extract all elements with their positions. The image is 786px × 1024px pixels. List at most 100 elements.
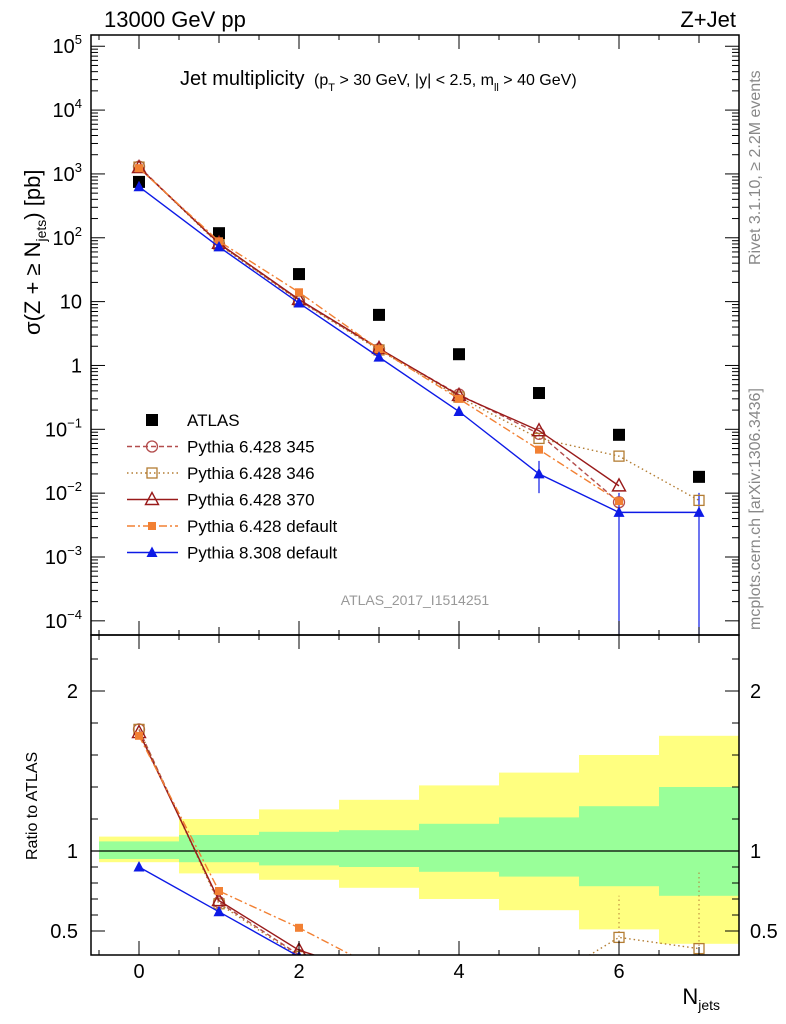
ratio-point-4-6 [615, 991, 623, 999]
point-3-6 [611, 477, 627, 492]
main-series [131, 159, 705, 635]
band-stat-6 [579, 806, 659, 887]
y-tick-exp-3: 2 [75, 224, 82, 239]
y-tick-exp-1: 4 [75, 96, 82, 111]
y-tick-label-0: 105 [53, 32, 82, 58]
legend-label-3: Pythia 6.428 370 [187, 491, 315, 510]
mcplots-label: mcplots.cern.ch [arXiv:1306.3436] [747, 388, 764, 630]
y-tick-label-5: 1 [71, 355, 82, 377]
y-tick-label-1: 104 [53, 96, 82, 122]
title-sub-T: T [328, 82, 335, 94]
ratio-point-1-5 [534, 977, 545, 988]
y-tick-label-4: 10 [60, 292, 82, 314]
point-5-0 [133, 180, 145, 192]
legend-label-5: Pythia 8.308 default [187, 544, 338, 563]
point-0-5 [533, 387, 545, 400]
legend-label-0: ATLAS [187, 411, 240, 430]
x-tick-label-1: 2 [293, 961, 304, 983]
r-tick-label-right-2: 0.5 [750, 921, 778, 943]
ratio-point-2-5 [534, 980, 544, 990]
ratio-point-5-0 [133, 861, 145, 872]
point-4-3 [375, 345, 383, 354]
r-tick-label-0: 2 [67, 681, 78, 703]
y-tick-exp-7: −2 [67, 479, 82, 494]
point-0-7 [693, 470, 705, 483]
band-stat-2 [259, 831, 339, 866]
ratio-point-1-3 [374, 972, 385, 983]
point-4-2 [295, 288, 303, 297]
point-0-2 [293, 268, 305, 281]
ratio-point-2-3 [374, 974, 384, 984]
y-tick-label-6: 10−1 [45, 415, 82, 441]
ratio-line-2 [138, 729, 700, 955]
point-3-5 [531, 422, 547, 437]
y-tick-label-2: 103 [53, 160, 82, 186]
y-tick-label-7: 10−2 [45, 479, 82, 505]
r-tick-label-right-1: 1 [750, 841, 761, 863]
ratio-point-1-6 [614, 993, 625, 1004]
legend-marker-2 [146, 467, 158, 479]
rivet-label: Rivet 3.1.10, ≥ 2.2M events [747, 70, 764, 265]
point-0-4 [453, 348, 465, 361]
point-5-1 [213, 240, 225, 252]
ratio-frame [90, 634, 740, 956]
legend-marker-4 [148, 522, 156, 530]
ratio-point-4-0 [135, 731, 143, 740]
series-line-5 [138, 186, 699, 514]
point-4-6 [615, 497, 623, 506]
point-0-6 [613, 428, 625, 441]
y-tick-label-3: 102 [53, 224, 82, 250]
ratio-point-4-5 [535, 980, 543, 988]
y-tick-base-7: 10 [45, 483, 67, 505]
point-2-7 [693, 494, 705, 507]
point-0-1 [213, 227, 225, 240]
legend: ATLAS Pythia 6.428 345 Pythia 6.428 346 Pyt… [127, 411, 338, 563]
y-tick-label-9: 10−4 [45, 607, 82, 633]
band-stat-3 [339, 830, 419, 867]
y-tick-exp-2: 3 [75, 160, 82, 175]
point-2-6 [613, 450, 625, 462]
title-cuts-close: > 40 GeV) [499, 72, 577, 89]
point-4-4 [455, 394, 463, 403]
title-cuts-mid: > 30 GeV, |y| < 2.5, m [335, 72, 494, 89]
point-0-3 [373, 308, 385, 321]
ratio-point-4-3 [375, 965, 383, 973]
point-5-7 [693, 506, 705, 517]
legend-marker-3 [144, 491, 160, 506]
title-sub-ll: ll [494, 82, 499, 94]
y-tick-base-3: 10 [53, 228, 75, 250]
x-tick-label-0: 0 [133, 961, 144, 983]
ratio-line-3 [138, 732, 317, 955]
ratio-point-3-2 [291, 941, 307, 955]
y-tick-exp-0: 5 [75, 32, 82, 47]
point-5-5 [533, 467, 545, 479]
y-tick-label-8: 10−3 [45, 543, 82, 569]
ratio-point-5-1 [213, 905, 225, 917]
legend-marker-0 [146, 414, 158, 426]
band-stat-5 [499, 817, 579, 877]
ratio-point-4-2 [295, 923, 303, 932]
point-2-5 [533, 432, 545, 445]
y-tick-exp-8: −3 [67, 543, 82, 558]
y-tick-exp-9: −4 [67, 607, 82, 622]
y-tick-base-9: 10 [45, 611, 67, 633]
title-main: Jet multiplicity [180, 68, 304, 90]
legend-label-2: Pythia 6.428 346 [187, 464, 315, 483]
ratio-point-5-5 [534, 991, 545, 1002]
ratio-point-5-4 [454, 983, 465, 994]
ratio-axis-label: Ratio to ATLAS [24, 752, 41, 860]
point-5-4 [453, 405, 465, 417]
legend-label-4: Pythia 6.428 default [187, 517, 338, 536]
ratio-point-3-3 [373, 969, 386, 981]
point-5-3 [373, 351, 385, 362]
band-stat-1 [179, 835, 259, 863]
legend-marker-1 [145, 440, 159, 453]
y-axis-label: σ(Z + ≥ Njets) [pb] [20, 170, 49, 335]
r-tick-label-1: 1 [67, 841, 78, 863]
x-tick-label-2: 4 [453, 961, 464, 983]
ratio-point-4-1 [215, 887, 223, 895]
ratio-point-3-5 [533, 974, 546, 986]
y-tick-base-1: 10 [53, 100, 75, 122]
